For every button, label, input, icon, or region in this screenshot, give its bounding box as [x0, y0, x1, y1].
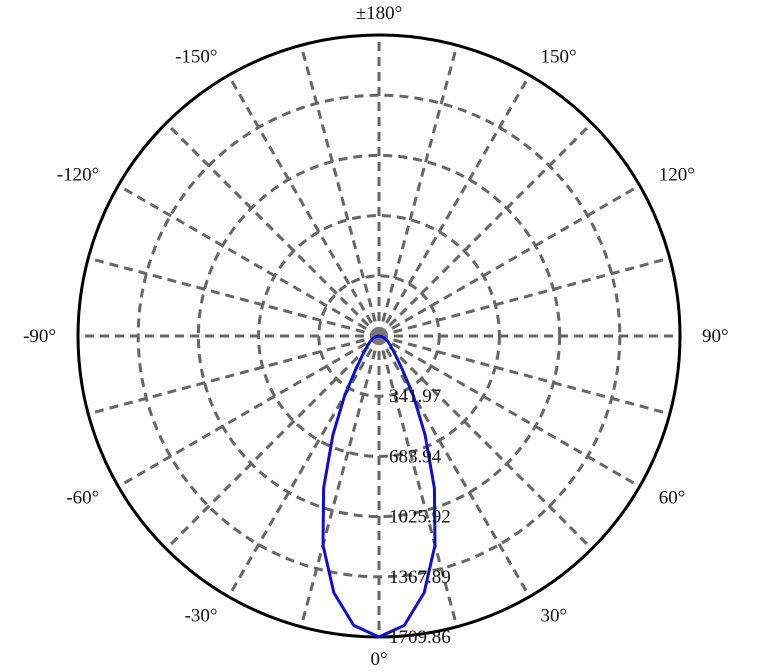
grid-spoke — [378, 256, 671, 338]
grid-spoke — [299, 44, 381, 337]
ring-labels: 341.97 683.94 1025.92 1367.89 1709.86 — [389, 386, 451, 648]
grid-spoke — [377, 334, 593, 550]
grid-spoke — [377, 122, 593, 338]
grid-spoke — [378, 334, 671, 416]
angle-label: 0° — [370, 649, 387, 670]
series-curve-1 — [321, 334, 437, 639]
ring-label: 683.94 — [389, 446, 442, 467]
angle-label: 30° — [541, 606, 568, 627]
angle-label: 60° — [659, 488, 686, 509]
grid-spoke — [299, 335, 381, 628]
angle-label: -150° — [175, 46, 217, 67]
ring-label: 341.97 — [389, 386, 441, 407]
grid-spoke — [227, 335, 381, 598]
grid-spoke — [165, 334, 381, 550]
ring-label: 1367.89 — [389, 567, 451, 588]
grid-spoke — [378, 334, 641, 488]
grid-spoke — [377, 335, 459, 628]
grid-spoke — [117, 184, 380, 338]
angle-label: 120° — [659, 165, 695, 186]
angle-labels: 0° 30° 60° 90° 120° 150° ±180° -150° -120° -90° -6… — [23, 3, 729, 670]
angle-label: -90° — [23, 326, 56, 347]
angle-label: 90° — [702, 326, 729, 347]
grid-spoke — [377, 74, 531, 337]
grid-spoke — [87, 256, 380, 338]
grid-spoke — [117, 334, 380, 488]
grid-spoke — [377, 44, 459, 337]
grid-spoke — [165, 122, 381, 338]
grid-spoke — [377, 335, 531, 598]
grid-spoke — [227, 74, 381, 337]
series-curves — [321, 334, 437, 639]
grid-spokes — [78, 35, 680, 637]
ring-label: 1709.86 — [389, 627, 451, 648]
angle-label: 150° — [541, 46, 577, 67]
angle-label: -120° — [57, 165, 99, 186]
ring-label: 1025.92 — [389, 507, 451, 528]
angle-label: -60° — [66, 488, 99, 509]
angle-label: ±180° — [356, 3, 403, 24]
grid-spoke — [378, 184, 641, 338]
angle-label: -30° — [185, 606, 218, 627]
grid-spoke — [87, 334, 380, 416]
